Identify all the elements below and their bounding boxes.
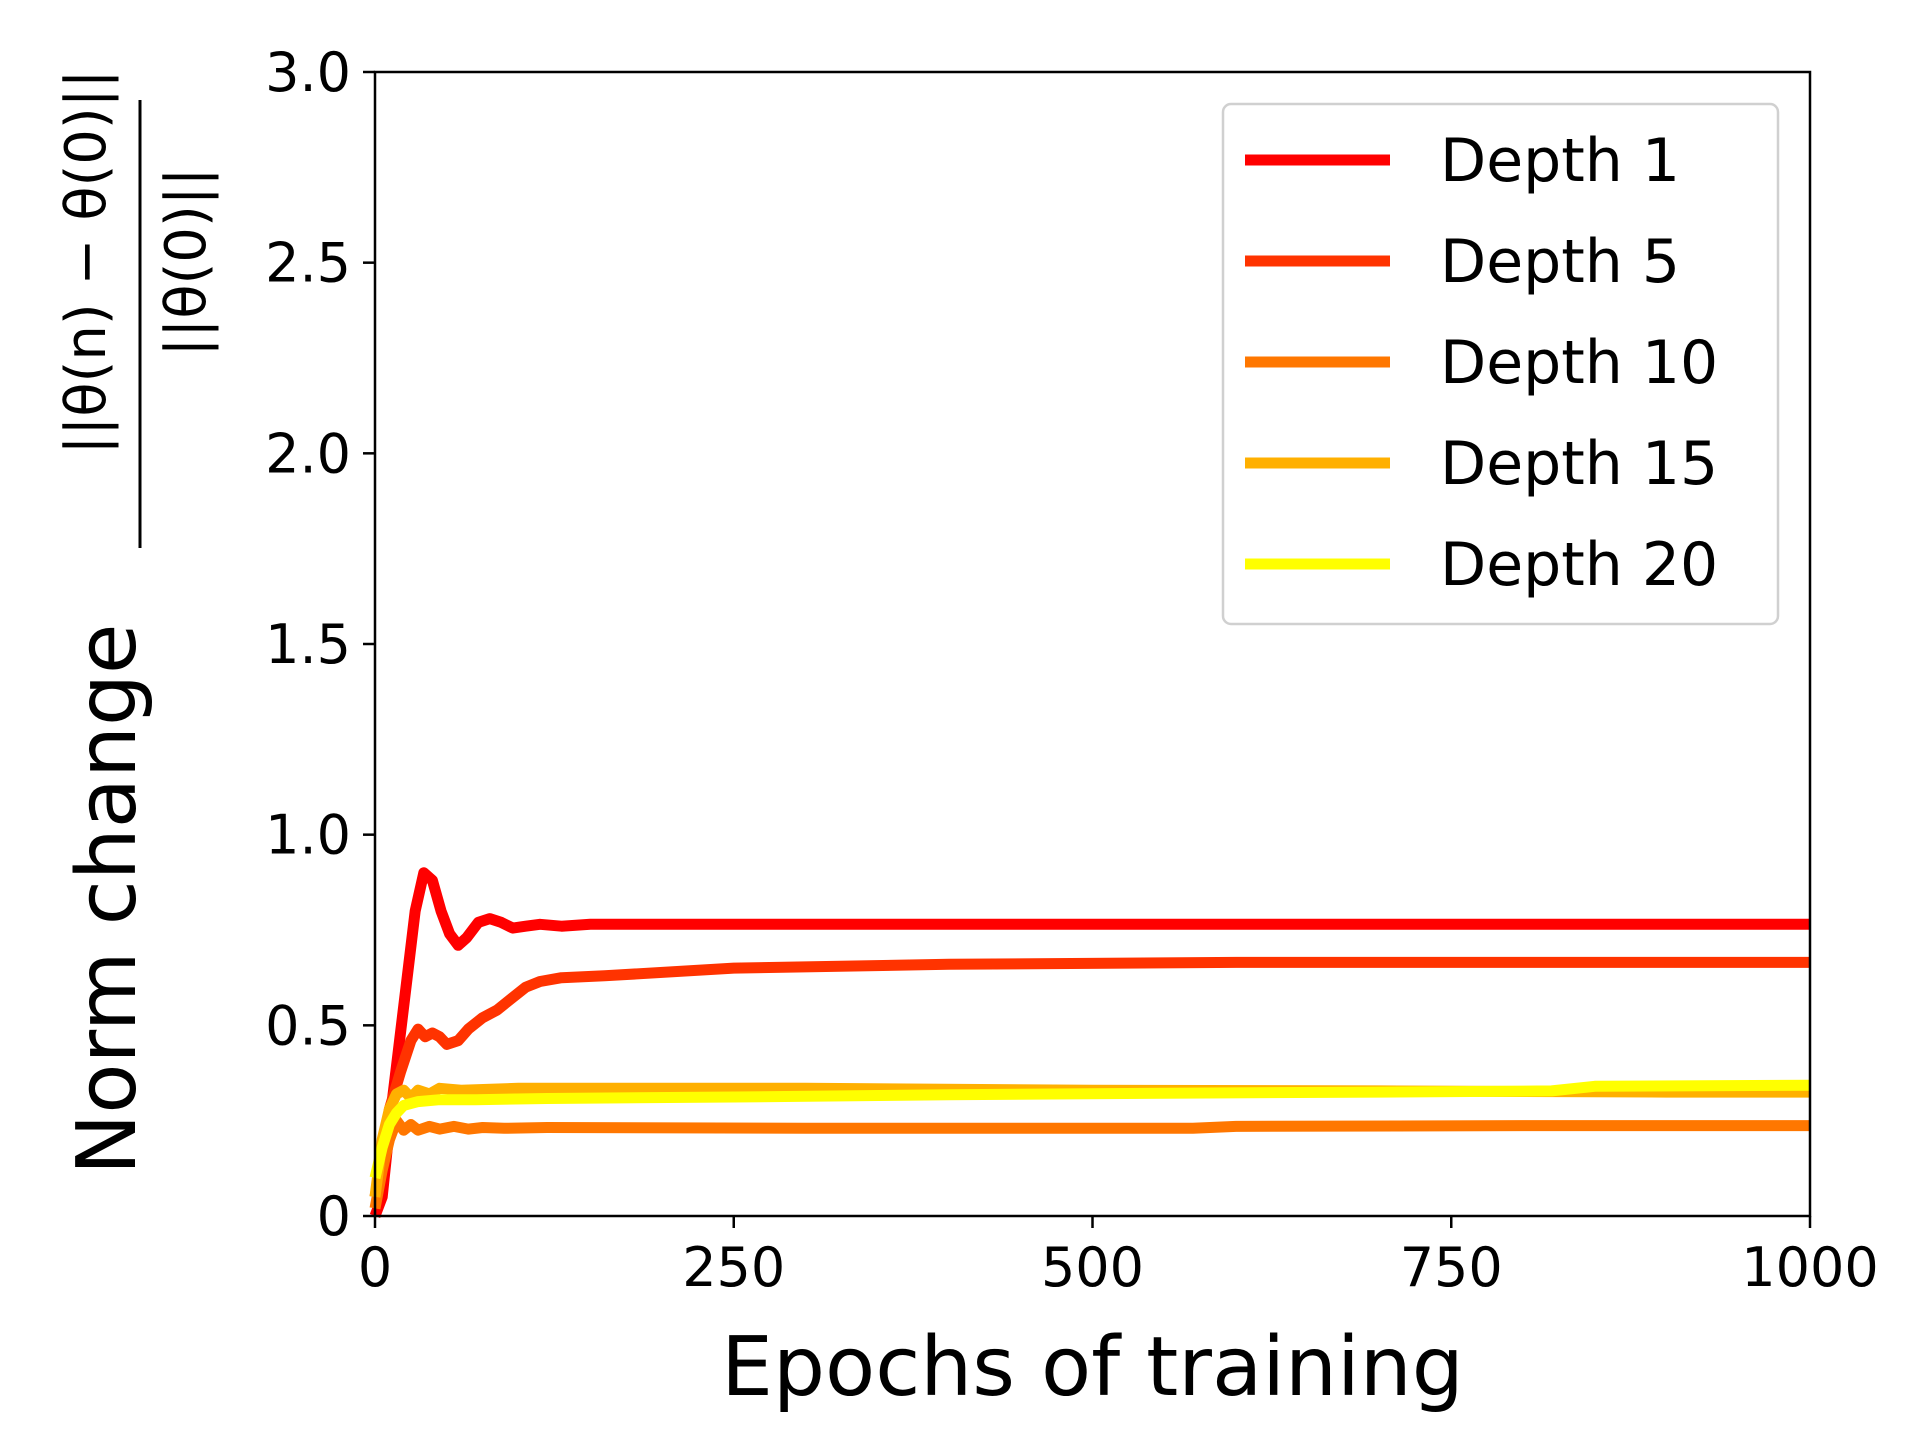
- x-tick-label: 250: [682, 1236, 785, 1299]
- y-tick-label: 2.0: [265, 422, 351, 485]
- y-axis-label-text: Norm change: [60, 624, 155, 1176]
- y-tick-label: 0: [317, 1185, 351, 1248]
- y-tick-label: 2.5: [265, 232, 351, 295]
- legend-label-2: Depth 5: [1440, 227, 1680, 297]
- y-axis-label-denominator: ||θ(0)||: [154, 167, 219, 356]
- series-line-4: [369, 1082, 1810, 1198]
- x-tick-label: 750: [1400, 1236, 1503, 1299]
- series-line-5: [369, 1079, 1811, 1180]
- y-tick-label: 0.5: [265, 994, 351, 1057]
- x-tick-label: 500: [1041, 1236, 1144, 1299]
- x-axis-ticks: 0 250 500 750 1000: [358, 1216, 1879, 1299]
- x-tick-label: 1000: [1741, 1236, 1878, 1299]
- y-tick-label: 1.0: [265, 804, 351, 867]
- y-axis-ticks: 0 0.5 1.0 1.5 2.0 2.5 3.0: [265, 41, 375, 1248]
- y-tick-label: 1.5: [265, 613, 351, 676]
- series-line-1: [369, 867, 1810, 1218]
- y-axis-label-numerator: ||θ(n) − θ(0)||: [54, 69, 119, 454]
- legend-label-1: Depth 1: [1440, 126, 1680, 196]
- series-line-3: [369, 1115, 1810, 1210]
- legend-label-4: Depth 15: [1440, 429, 1718, 499]
- series-line-2: [369, 956, 1810, 1198]
- x-axis-label: Epochs of training: [721, 1320, 1464, 1415]
- series-lines: [369, 867, 1811, 1218]
- y-axis-label: Norm change ||θ(n) − θ(0)|| ||θ(0)||: [54, 69, 219, 1175]
- legend: Depth 1 Depth 5 Depth 10 Depth 15 Depth 20: [1221, 102, 1780, 626]
- legend-label-5: Depth 20: [1440, 530, 1718, 600]
- y-tick-label: 3.0: [265, 41, 351, 104]
- x-tick-label: 0: [358, 1236, 392, 1299]
- legend-label-3: Depth 10: [1440, 328, 1718, 398]
- legend-box: [1221, 102, 1780, 626]
